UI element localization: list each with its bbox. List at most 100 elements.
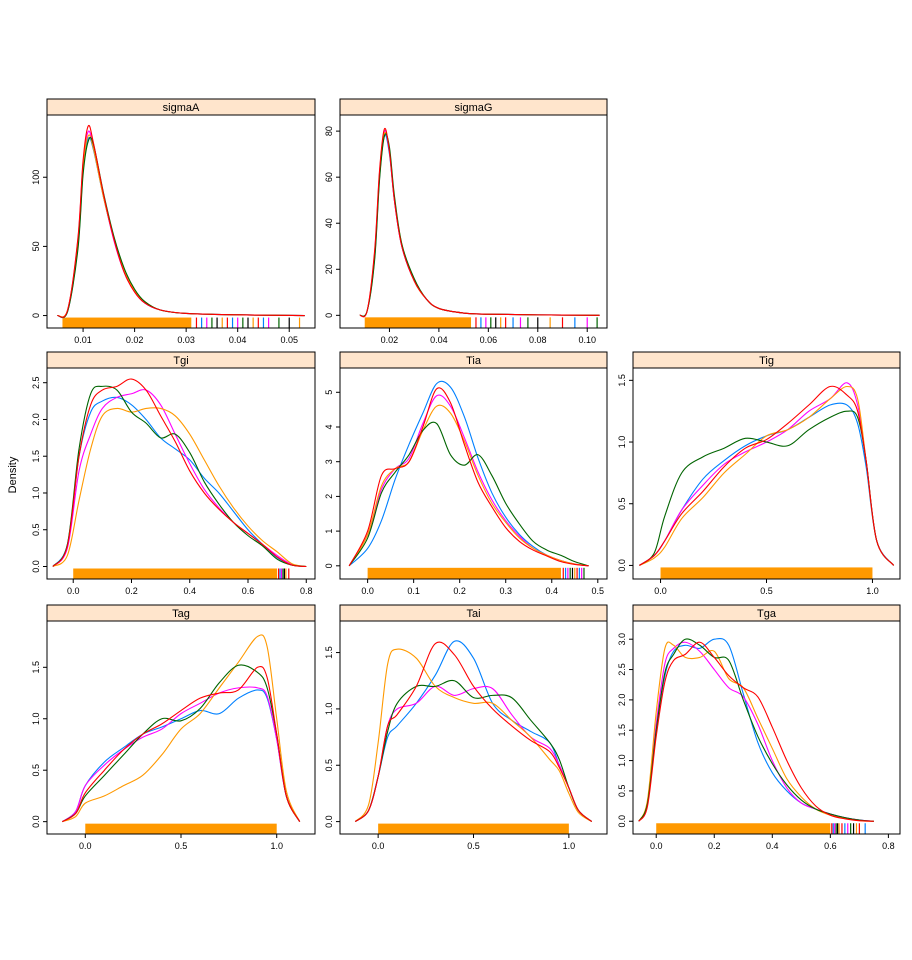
- y-tick-label: 1: [324, 529, 334, 534]
- x-tick-label: 0.01: [74, 335, 92, 345]
- density-line-4: [52, 385, 307, 568]
- density-line-5: [62, 665, 301, 823]
- y-tick-label: 0: [31, 313, 41, 318]
- y-tick-label: 0.5: [617, 785, 627, 798]
- panel-Tai: Tai 0.0 0.5 1.0 0.0 0.5 1.0 1.5: [324, 604, 608, 851]
- y-tick-label: 100: [31, 170, 41, 185]
- panel-frame: [46, 367, 316, 580]
- y-tick-label: 80: [324, 126, 334, 136]
- density-line-4: [348, 421, 589, 567]
- panel-Tia: Tia 0.0 0.1 0.2 0.3 0.4 0.5 0 1 2 3 4 5: [324, 351, 608, 596]
- y-tick-label: 1.5: [31, 450, 41, 463]
- x-tick-label: 0.4: [183, 586, 196, 596]
- y-tick-label: 3.0: [617, 633, 627, 646]
- x-tick-label: 0.04: [430, 335, 448, 345]
- x-tick-label: 0.0: [650, 841, 663, 851]
- x-tick-label: 0.03: [177, 335, 195, 345]
- y-tick-label: 2.0: [31, 413, 41, 426]
- y-tick-label: 1.0: [31, 487, 41, 500]
- plot-area: [52, 378, 307, 579]
- x-tick-label: 0.02: [126, 335, 144, 345]
- rug-band: [85, 823, 277, 834]
- y-tick-label: 5: [324, 390, 334, 395]
- x-tick-label: 0.5: [760, 586, 773, 596]
- plot-area: [638, 637, 874, 834]
- x-tick-label: 0.04: [229, 335, 247, 345]
- panel-Tag: Tag 0.0 0.5 1.0 0.0 0.5 1.0 1.5: [31, 604, 316, 851]
- density-line-2: [348, 394, 589, 567]
- y-tick-label: 50: [31, 241, 41, 251]
- density-line-3: [638, 641, 874, 822]
- plot-area: [348, 380, 589, 579]
- density-line-5: [638, 641, 874, 822]
- density-line-3: [52, 407, 307, 568]
- density-line-1: [354, 640, 593, 823]
- y-tick-label: 60: [324, 172, 334, 182]
- panel-frame: [46, 114, 316, 329]
- y-tick-label: 0.0: [31, 560, 41, 573]
- density-line-3: [354, 648, 593, 823]
- density-line-5: [348, 387, 589, 567]
- density-line-1: [638, 637, 874, 822]
- y-tick-label: 4: [324, 424, 334, 429]
- y-tick-label: 0.5: [324, 759, 334, 772]
- x-tick-label: 0.1: [407, 586, 420, 596]
- y-tick-label: 1.5: [31, 661, 41, 674]
- panel-sigmaG: sigmaG 0.02 0.04 0.06 0.08 0.10 0 20 40 60 80: [324, 98, 608, 345]
- density-line-3: [57, 134, 305, 318]
- density-line-1: [57, 136, 305, 319]
- density-line-4: [62, 664, 301, 823]
- x-tick-label: 0.5: [592, 586, 605, 596]
- x-tick-label: 0.5: [175, 841, 188, 851]
- x-tick-label: 0.0: [372, 841, 385, 851]
- x-tick-label: 1.0: [866, 586, 879, 596]
- strip-title: sigmaG: [455, 102, 493, 114]
- panel-frame: [632, 367, 901, 580]
- density-line-1: [348, 380, 589, 567]
- strip-title: Tga: [757, 608, 777, 620]
- density-line-2: [61, 686, 301, 823]
- y-tick-label: 0.0: [617, 559, 627, 572]
- panel-Tgi: Tgi 0.0 0.2 0.4 0.6 0.8 0.0 0.5 1.0 1.5 2.0 2.5: [31, 351, 316, 596]
- y-tick-label: 2.0: [617, 694, 627, 707]
- x-tick-label: 0.6: [824, 841, 837, 851]
- strip-title: sigmaA: [163, 102, 200, 114]
- rug-band: [378, 823, 569, 834]
- y-tick-label: 2.5: [617, 663, 627, 676]
- y-axis-title: Density: [7, 456, 19, 493]
- x-tick-label: 0.2: [708, 841, 721, 851]
- y-tick-label: 1.5: [324, 646, 334, 659]
- density-line-5: [57, 124, 305, 318]
- y-tick-label: 0.5: [31, 764, 41, 777]
- y-tick-label: 0: [324, 313, 334, 318]
- density-line-2: [57, 130, 305, 318]
- density-line-4: [57, 136, 305, 318]
- density-line-4: [639, 410, 895, 566]
- rug-band: [656, 823, 831, 834]
- density-line-5: [354, 641, 593, 823]
- plot-area: [639, 382, 895, 579]
- y-tick-label: 1.0: [324, 703, 334, 716]
- panel-frame: [339, 114, 608, 329]
- strip-title: Tag: [172, 608, 190, 620]
- panel-frame: [339, 367, 608, 580]
- density-line-3: [359, 131, 600, 318]
- y-tick-label: 20: [324, 264, 334, 274]
- y-tick-label: 0.5: [31, 523, 41, 536]
- y-tick-label: 0.5: [617, 497, 627, 510]
- y-tick-label: 2: [324, 494, 334, 499]
- x-tick-label: 0.8: [882, 841, 895, 851]
- density-line-5: [639, 385, 895, 566]
- x-tick-label: 0.2: [453, 586, 466, 596]
- density-line-2: [52, 389, 307, 568]
- strip-title: Tai: [466, 608, 480, 620]
- x-tick-label: 0.0: [79, 841, 92, 851]
- plot-area: [61, 634, 301, 834]
- x-tick-label: 1.0: [563, 841, 576, 851]
- density-line-4: [638, 638, 874, 822]
- density-line-3: [62, 634, 301, 823]
- y-tick-label: 40: [324, 218, 334, 228]
- rug-band: [660, 567, 873, 579]
- density-line-2: [359, 129, 600, 318]
